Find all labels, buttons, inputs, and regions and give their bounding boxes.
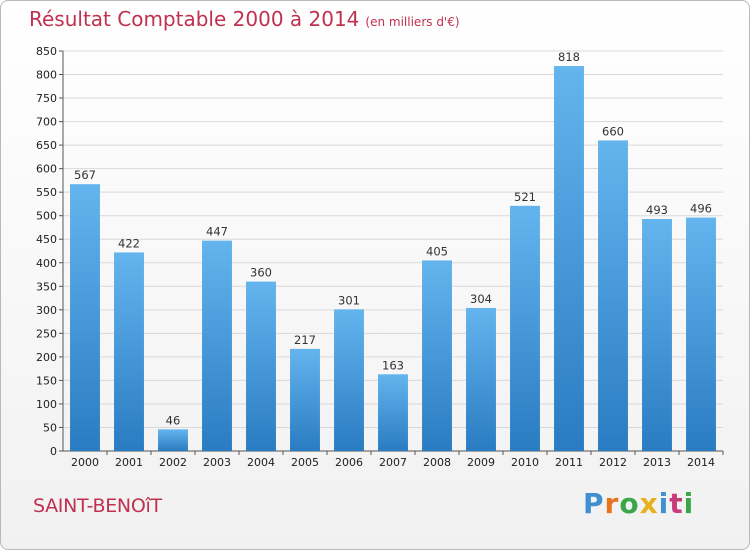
bar	[70, 184, 100, 452]
bar	[290, 348, 320, 451]
data-label: 405	[426, 244, 448, 258]
y-tick-label: 50	[43, 421, 57, 434]
brand-letter: i	[658, 487, 670, 520]
place-name: SAINT-BENOîT	[33, 495, 162, 517]
bar	[114, 252, 144, 451]
data-label: 301	[338, 293, 360, 307]
y-tick-label: 450	[36, 233, 57, 246]
data-label: 360	[250, 266, 272, 280]
data-label: 567	[74, 168, 96, 182]
data-label: 163	[382, 358, 404, 372]
x-tick-label: 2001	[115, 456, 143, 469]
y-tick-label: 300	[36, 304, 57, 317]
data-label: 818	[558, 50, 580, 64]
brand-letter: o	[619, 487, 640, 520]
bar	[554, 66, 584, 451]
x-tick-label: 2011	[555, 456, 583, 469]
x-tick-label: 2013	[643, 456, 671, 469]
brand-letter: r	[604, 487, 620, 520]
proxiti-logo: Proxiti	[583, 487, 694, 520]
x-tick-label: 2003	[203, 456, 231, 469]
chart-subtitle: (en milliers d'€)	[365, 15, 460, 29]
x-tick-label: 2010	[511, 456, 539, 469]
bar	[466, 307, 496, 451]
bar	[686, 217, 716, 451]
y-tick-label: 650	[36, 139, 57, 152]
bar	[510, 205, 540, 451]
y-tick-label: 700	[36, 116, 57, 129]
brand-letter: t	[669, 487, 684, 520]
x-tick-label: 2005	[291, 456, 319, 469]
y-tick-label: 850	[36, 45, 57, 58]
data-label: 493	[646, 203, 668, 217]
bar	[202, 240, 232, 451]
data-label: 422	[118, 236, 140, 250]
x-tick-label: 2006	[335, 456, 363, 469]
x-tick-label: 2008	[423, 456, 451, 469]
y-tick-label: 600	[36, 163, 57, 176]
bar	[642, 219, 672, 451]
y-tick-label: 750	[36, 92, 57, 105]
data-label: 447	[206, 225, 228, 239]
bar	[246, 281, 276, 451]
y-tick-label: 550	[36, 186, 57, 199]
y-tick-label: 100	[36, 398, 57, 411]
y-tick-label: 250	[36, 327, 57, 340]
y-tick-label: 500	[36, 210, 57, 223]
x-tick-label: 2009	[467, 456, 495, 469]
x-tick-label: 2000	[71, 456, 99, 469]
data-label: 46	[166, 413, 181, 427]
brand-letter: P	[583, 487, 605, 520]
data-label: 521	[514, 190, 536, 204]
brand-letter: x	[639, 487, 659, 520]
bar	[334, 309, 364, 451]
y-tick-label: 0	[50, 445, 57, 458]
bar	[598, 140, 628, 452]
x-tick-label: 2002	[159, 456, 187, 469]
y-tick-label: 150	[36, 374, 57, 387]
y-tick-label: 200	[36, 351, 57, 364]
y-tick-label: 400	[36, 257, 57, 270]
data-label: 304	[470, 292, 492, 306]
y-tick-label: 350	[36, 280, 57, 293]
x-tick-label: 2004	[247, 456, 275, 469]
bar	[158, 429, 188, 451]
data-label: 496	[690, 202, 712, 216]
y-tick-label: 800	[36, 69, 57, 82]
data-label: 660	[602, 124, 624, 138]
chart-title: Résultat Comptable 2000 à 2014 (en millie…	[29, 7, 460, 31]
x-tick-label: 2014	[687, 456, 715, 469]
x-tick-label: 2012	[599, 456, 627, 469]
bar	[378, 374, 408, 451]
brand-letter: i	[683, 487, 695, 520]
data-label: 217	[294, 333, 316, 347]
bar	[422, 260, 452, 451]
x-tick-label: 2007	[379, 456, 407, 469]
